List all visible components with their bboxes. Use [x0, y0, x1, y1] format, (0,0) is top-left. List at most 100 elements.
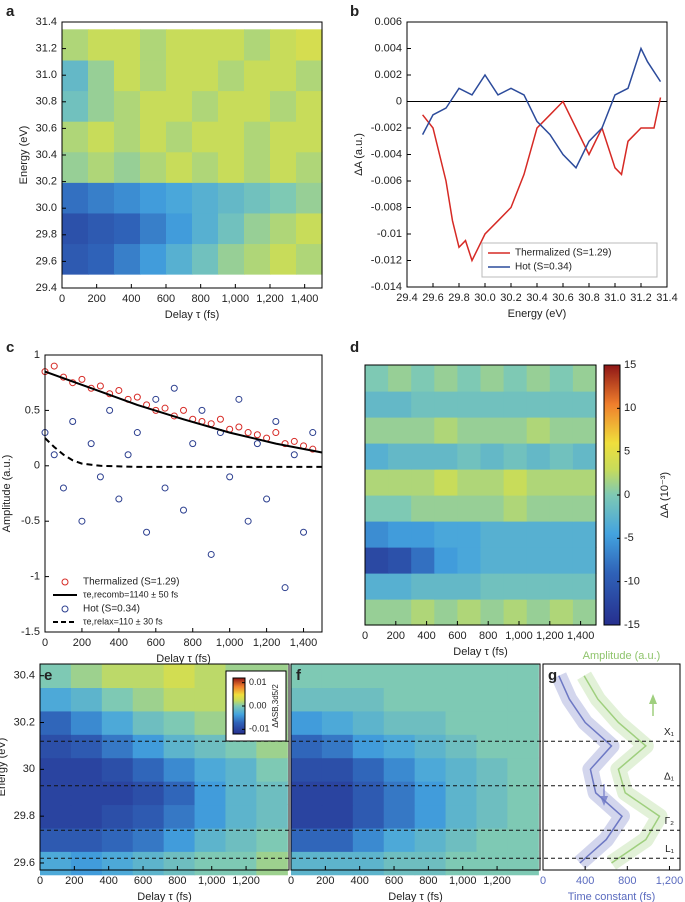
x-tick-label: 0: [362, 630, 368, 642]
scatter-point: [244, 429, 252, 437]
heatmap-cell: [194, 734, 227, 759]
heatmap-cell: [321, 664, 354, 689]
heatmap-cell: [411, 599, 435, 626]
heatmap-cell: [163, 804, 196, 829]
heatmap-cell: [352, 757, 385, 782]
colorbar-tick-label: -10: [624, 576, 640, 588]
heatmap-cell: [507, 734, 539, 759]
x-tick-label: 800: [419, 875, 437, 887]
heatmap-cell: [434, 365, 458, 392]
heatmap-cell: [132, 851, 165, 876]
heatmap-cell: [218, 121, 245, 153]
heatmap-cell: [140, 90, 167, 122]
heatmap-cell: [414, 851, 447, 876]
scatter-point: [115, 495, 123, 503]
y-tick-label: -1: [30, 571, 40, 583]
heatmap-cell: [140, 212, 167, 245]
heatmap-cell: [549, 443, 574, 470]
heatmap-cell: [270, 182, 297, 214]
data-line: [421, 46, 662, 170]
heatmap-cell: [114, 29, 141, 61]
panel-letter: g: [548, 667, 557, 684]
heatmap-cell: [218, 29, 245, 61]
heatmap-cell: [132, 664, 165, 689]
heatmap-cell: [62, 151, 89, 183]
plot-frame: [364, 364, 597, 626]
heatmap-cell: [388, 391, 412, 418]
x-tick-label: 31.4: [656, 292, 677, 304]
colorbar-tick-label: 0.00: [249, 700, 267, 710]
heatmap-cell: [291, 851, 323, 876]
heatmap-cell: [526, 469, 551, 496]
heatmap-cell: [480, 365, 505, 392]
scatter-point: [124, 451, 132, 459]
colorbar-title: ΔASB,3d5/2: [271, 684, 280, 728]
scatter-point: [300, 528, 308, 536]
heatmap-cell: [388, 495, 412, 522]
heatmap-cell: [218, 212, 245, 245]
legend-label: Thermalized (S=1.29): [515, 248, 611, 259]
heatmap-cell: [365, 573, 389, 600]
heatmap-cell: [101, 757, 134, 782]
colorbar-tick-label: 10: [624, 402, 636, 414]
scatter-point: [170, 384, 178, 392]
plot-frame: [290, 663, 541, 871]
heatmap-cell: [445, 804, 478, 829]
heatmap-cell: [321, 851, 354, 876]
heatmap-cell: [296, 151, 323, 183]
x-tick-label: 200: [73, 637, 91, 649]
heatmap-cell: [194, 687, 227, 712]
heatmap-cell: [166, 90, 193, 122]
x-tick-label: 800: [184, 637, 202, 649]
top-axis-label: Amplitude (a.u.): [583, 650, 661, 662]
heatmap-cell: [114, 90, 141, 122]
colorbar-tick-label: -15: [624, 619, 640, 631]
heatmap-cell: [352, 710, 385, 735]
heatmap-cell: [225, 851, 257, 876]
scatter-point: [290, 451, 298, 459]
heatmap-cell: [296, 121, 323, 153]
heatmap-cell: [132, 757, 165, 782]
heatmap-cell: [503, 547, 528, 574]
heatmap-cell: [62, 59, 89, 92]
profile-line: [558, 675, 623, 864]
x-tick-label: 1,000: [222, 293, 250, 305]
heatmap-cell: [457, 599, 482, 626]
heatmap-cell: [296, 59, 323, 92]
heatmap-cell: [383, 804, 416, 829]
scatter-point: [281, 584, 289, 592]
fit-line: [44, 370, 323, 454]
x-tick-label: 1,200: [253, 637, 281, 649]
y-tick-label: 30.8: [36, 96, 57, 108]
heatmap-cell: [480, 521, 505, 548]
legend-label: Hot (S=0.34): [515, 262, 572, 273]
heatmap-cell: [388, 547, 412, 574]
heatmap-cell: [291, 804, 323, 829]
scatter-point: [244, 517, 252, 525]
heatmap-cell: [457, 417, 482, 444]
heatmap-cell: [291, 781, 323, 806]
heatmap-cell: [70, 851, 103, 876]
heatmap-cell: [40, 781, 72, 806]
scatter-point: [198, 406, 206, 414]
x-tick-label: 30.8: [578, 292, 599, 304]
heatmap-cell: [445, 781, 478, 806]
heatmap-cell: [445, 827, 478, 852]
heatmap-cell: [225, 827, 257, 852]
heatmap-cell: [132, 734, 165, 759]
heatmap-cell: [549, 547, 574, 574]
x-tick-label: 400: [100, 875, 118, 887]
y-tick-label: -0.002: [371, 122, 402, 134]
heatmap-cell: [572, 443, 597, 470]
heatmap-cell: [549, 391, 574, 418]
heatmap-cell: [572, 391, 597, 418]
y-tick-label: -0.004: [371, 148, 402, 160]
heatmap-cell: [244, 29, 271, 61]
x-axis-title: Delay τ (fs): [453, 646, 507, 658]
heatmap-cell: [434, 391, 458, 418]
heatmap-cell: [192, 212, 219, 245]
scatter-point: [152, 395, 160, 403]
heatmap-cell: [480, 443, 505, 470]
y-tick-label: 29.6: [36, 255, 57, 267]
heatmap-cell: [503, 599, 528, 626]
